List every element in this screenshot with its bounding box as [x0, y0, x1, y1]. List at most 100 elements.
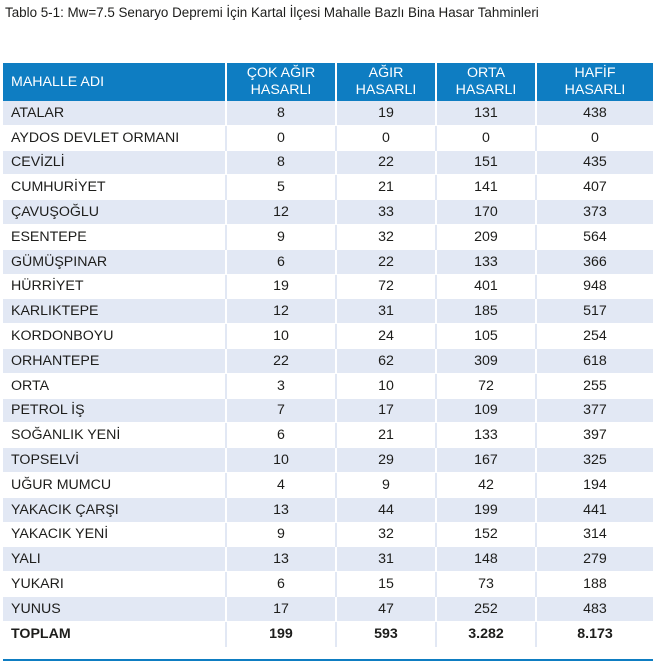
cell-hafif: 255: [536, 373, 653, 399]
cell-agir: 0: [336, 125, 437, 151]
cell-agir: 17: [336, 398, 437, 424]
cell-cok-agir: 7: [226, 398, 337, 424]
cell-hafif: 564: [536, 224, 653, 250]
cell-orta: 133: [436, 422, 537, 449]
column-header-cok-agir-hasarli: ÇOK AĞIR HASARLI: [226, 63, 337, 101]
table-header: MAHALLE ADI ÇOK AĞIR HASARLI AĞIR HASARLI …: [3, 63, 653, 101]
cell-hafif: 441: [536, 497, 653, 523]
cell-orta: 141: [436, 174, 537, 201]
total-cell-hafif: 8.173: [536, 621, 653, 647]
cell-cok-agir: 9: [226, 522, 337, 548]
cell-cok-agir: 4: [226, 472, 337, 498]
cell-orta: 309: [436, 348, 537, 374]
cell-orta: 401: [436, 274, 537, 300]
cell-name: ÇAVUŞOĞLU: [3, 199, 227, 225]
cell-orta: 185: [436, 298, 537, 325]
cell-orta: 109: [436, 398, 537, 424]
cell-hafif: 366: [536, 249, 653, 275]
table-bottom-rule: [3, 659, 653, 661]
cell-cok-agir: 19: [226, 274, 337, 300]
table-row: CEVİZLİ 8 22 151 435: [3, 150, 653, 176]
cell-agir: 9: [336, 472, 437, 498]
table-row: YAKACIK YENİ 9 32 152 314: [3, 522, 653, 548]
cell-agir: 47: [336, 596, 437, 622]
cell-hafif: 407: [536, 174, 653, 201]
cell-cok-agir: 12: [226, 298, 337, 325]
total-row: TOPLAM 199 593 3.282 8.173: [3, 621, 653, 647]
cell-cok-agir: 13: [226, 546, 337, 573]
cell-cok-agir: 6: [226, 249, 337, 275]
table-row: UĞUR MUMCU 4 9 42 194: [3, 472, 653, 498]
cell-agir: 31: [336, 298, 437, 325]
column-header-orta-hasarli: ORTA HASARLI: [436, 63, 537, 101]
cell-cok-agir: 9: [226, 224, 337, 250]
cell-name: SOĞANLIK YENİ: [3, 422, 227, 449]
cell-name: ORTA: [3, 373, 227, 399]
cell-name: YALI: [3, 546, 227, 573]
table-row: GÜMÜŞPINAR 6 22 133 366: [3, 249, 653, 275]
table-row: ESENTEPE 9 32 209 564: [3, 224, 653, 250]
cell-agir: 31: [336, 546, 437, 573]
cell-agir: 22: [336, 249, 437, 275]
cell-hafif: 377: [536, 398, 653, 424]
cell-agir: 22: [336, 150, 437, 176]
cell-hafif: 397: [536, 422, 653, 449]
table-row: YALI 13 31 148 279: [3, 546, 653, 573]
cell-agir: 44: [336, 497, 437, 523]
column-header-hafif-hasarli: HAFİF HASARLI: [536, 63, 653, 101]
cell-agir: 21: [336, 174, 437, 201]
table-row: ÇAVUŞOĞLU 12 33 170 373: [3, 199, 653, 225]
table-row: PETROL İŞ 7 17 109 377: [3, 398, 653, 424]
cell-hafif: 517: [536, 298, 653, 325]
cell-cok-agir: 6: [226, 571, 337, 597]
cell-hafif: 325: [536, 447, 653, 473]
cell-orta: 209: [436, 224, 537, 250]
cell-cok-agir: 22: [226, 348, 337, 374]
cell-agir: 24: [336, 323, 437, 349]
table-row: ORHANTEPE 22 62 309 618: [3, 348, 653, 374]
table-row: SOĞANLIK YENİ 6 21 133 397: [3, 422, 653, 449]
cell-cok-agir: 0: [226, 125, 337, 151]
cell-name: YUNUS: [3, 596, 227, 622]
cell-hafif: 435: [536, 150, 653, 176]
damage-estimate-table: MAHALLE ADI ÇOK AĞIR HASARLI AĞIR HASARLI …: [3, 63, 653, 647]
cell-agir: 29: [336, 447, 437, 473]
cell-name: TOPSELVİ: [3, 447, 227, 473]
cell-name: YUKARI: [3, 571, 227, 597]
cell-cok-agir: 13: [226, 497, 337, 523]
cell-cok-agir: 8: [226, 150, 337, 176]
total-cell-agir: 593: [336, 621, 437, 647]
cell-name: ATALAR: [3, 101, 227, 126]
cell-agir: 15: [336, 571, 437, 597]
cell-cok-agir: 3: [226, 373, 337, 399]
column-header-agir-hasarli: AĞIR HASARLI: [336, 63, 437, 101]
cell-name: HÜRRİYET: [3, 274, 227, 300]
cell-cok-agir: 10: [226, 447, 337, 473]
cell-hafif: 373: [536, 199, 653, 225]
cell-orta: 131: [436, 101, 537, 126]
cell-agir: 21: [336, 422, 437, 449]
total-cell-cok-agir: 199: [226, 621, 337, 647]
cell-name: KORDONBOYU: [3, 323, 227, 349]
cell-agir: 72: [336, 274, 437, 300]
cell-orta: 105: [436, 323, 537, 349]
cell-orta: 133: [436, 249, 537, 275]
cell-orta: 0: [436, 125, 537, 151]
cell-hafif: 0: [536, 125, 653, 151]
cell-orta: 152: [436, 522, 537, 548]
cell-cok-agir: 17: [226, 596, 337, 622]
cell-name: ESENTEPE: [3, 224, 227, 250]
table-row: YUNUS 17 47 252 483: [3, 596, 653, 622]
column-header-mahalle-adi: MAHALLE ADI: [3, 63, 227, 101]
cell-name: CEVİZLİ: [3, 150, 227, 176]
cell-name: PETROL İŞ: [3, 398, 227, 424]
cell-orta: 252: [436, 596, 537, 622]
cell-orta: 73: [436, 571, 537, 597]
table-row: ORTA 3 10 72 255: [3, 373, 653, 399]
cell-agir: 32: [336, 224, 437, 250]
table-row: TOPSELVİ 10 29 167 325: [3, 447, 653, 473]
table-row: CUMHURİYET 5 21 141 407: [3, 174, 653, 201]
cell-name: CUMHURİYET: [3, 174, 227, 201]
cell-hafif: 438: [536, 101, 653, 126]
table-row: KARLIKTEPE 12 31 185 517: [3, 298, 653, 325]
